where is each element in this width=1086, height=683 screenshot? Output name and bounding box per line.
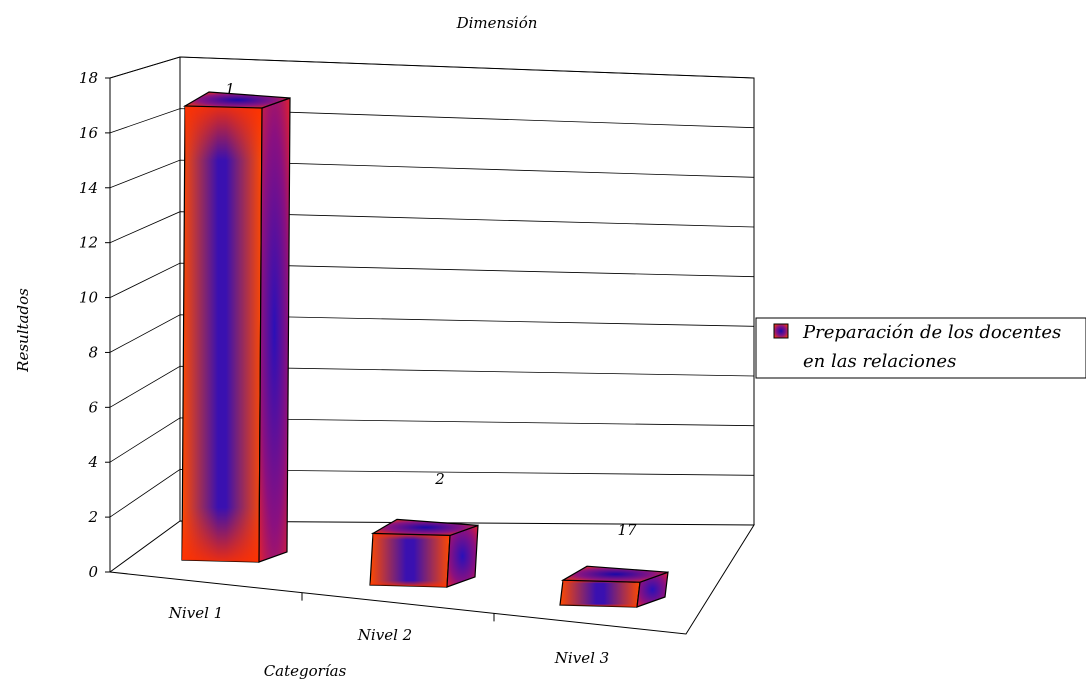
bar-2: [369, 518, 479, 588]
y-tick-label: 10: [79, 289, 99, 307]
data-label: 1: [225, 80, 235, 98]
y-tick-label: 18: [79, 69, 98, 87]
legend-series-name-line2: en las relaciones: [803, 351, 956, 372]
gridline: [109, 262, 755, 298]
gridline: [109, 108, 755, 134]
gridline: [109, 211, 755, 244]
y-tick-label: 0: [88, 563, 98, 581]
gridline: [109, 417, 755, 463]
gridline: [109, 56, 755, 79]
bar-side-face: [258, 97, 291, 563]
bar-front-shade: [182, 106, 262, 562]
bar-3: [559, 565, 669, 608]
category-labels: Nivel 1 Nivel 2 Nivel 3: [168, 604, 609, 667]
y-tick-label: 2: [87, 508, 98, 526]
legend-series-name-line1: Preparación de los docentes: [802, 322, 1061, 343]
legend-box: [755, 317, 1086, 379]
bars: [181, 91, 669, 608]
legend: Preparación de los docentes en las relac…: [755, 317, 1086, 379]
y-axis-title: Resultados: [14, 288, 32, 373]
y-tick-label: 6: [88, 398, 98, 416]
gridline: [109, 314, 755, 353]
category-label: Nivel 3: [554, 649, 609, 667]
category-label: Nivel 2: [357, 626, 412, 644]
x-axis-title: Categorías: [264, 662, 347, 680]
bar-top-face: [370, 518, 479, 537]
gridline: [109, 468, 755, 518]
y-tick-label: 12: [79, 234, 98, 252]
y-tick-label: 14: [79, 179, 98, 197]
legend-swatch: [773, 323, 789, 339]
bar-1: [181, 91, 291, 563]
data-label: 2: [434, 470, 445, 488]
bar-front-shade: [560, 580, 640, 607]
bar-top-face: [182, 91, 291, 109]
bar-front-shade: [370, 533, 450, 587]
gridline: [109, 159, 755, 189]
y-tick-label: 16: [79, 124, 99, 142]
plot-frame: [105, 56, 755, 635]
chart-title: Dimensión: [456, 14, 538, 32]
data-labels: 1 2 17: [225, 80, 637, 539]
gridline: [109, 365, 755, 408]
y-axis-ticks: 0 2 4 6 8 10 12 14 16 18: [79, 69, 99, 581]
bar-top-face: [560, 565, 669, 583]
y-tick-label: 4: [87, 453, 98, 471]
category-label: Nivel 1: [168, 604, 223, 622]
y-tick-label: 8: [88, 343, 98, 361]
data-label: 17: [617, 521, 637, 539]
